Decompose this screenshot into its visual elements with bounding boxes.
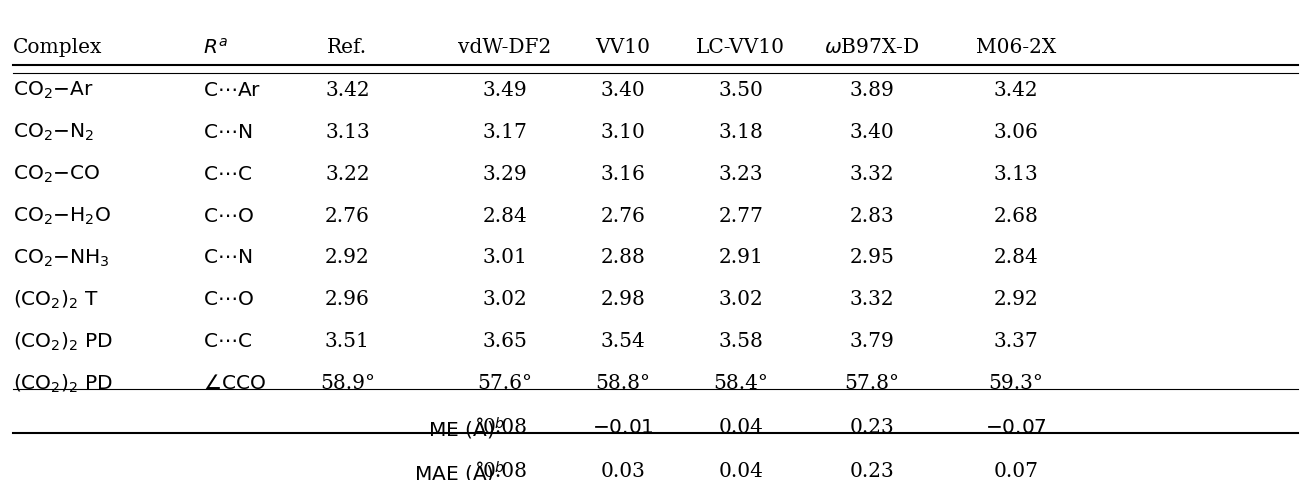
Text: LC-VV10: LC-VV10 — [696, 38, 785, 57]
Text: 58.8°: 58.8° — [595, 374, 650, 393]
Text: 2.98: 2.98 — [600, 290, 645, 310]
Text: vdW-DF2: vdW-DF2 — [458, 38, 552, 57]
Text: 3.79: 3.79 — [850, 332, 894, 351]
Text: 3.22: 3.22 — [325, 165, 370, 183]
Text: 2.92: 2.92 — [325, 249, 370, 267]
Text: 3.40: 3.40 — [600, 81, 645, 100]
Text: $\mathrm{CO_2{-}NH_3}$: $\mathrm{CO_2{-}NH_3}$ — [13, 247, 110, 269]
Text: 2.83: 2.83 — [850, 206, 894, 226]
Text: 2.76: 2.76 — [325, 206, 370, 226]
Text: 3.18: 3.18 — [718, 123, 763, 142]
Text: 3.40: 3.40 — [850, 123, 894, 142]
Text: 2.68: 2.68 — [994, 206, 1038, 226]
Text: $\mathrm{MAE\ (\AA)^{\mathit{b}}}$: $\mathrm{MAE\ (\AA)^{\mathit{b}}}$ — [414, 458, 505, 480]
Text: 59.3°: 59.3° — [988, 374, 1044, 393]
Text: 3.89: 3.89 — [850, 81, 894, 100]
Text: 0.23: 0.23 — [850, 418, 894, 437]
Text: $\mathrm{CO_2{-}N_2}$: $\mathrm{CO_2{-}N_2}$ — [13, 121, 94, 143]
Text: 3.32: 3.32 — [850, 290, 894, 310]
Text: $\mathrm{(CO_2)_2\ T}$: $\mathrm{(CO_2)_2\ T}$ — [13, 289, 100, 311]
Text: 3.65: 3.65 — [482, 332, 527, 351]
Text: $\mathrm{C{\cdots}O}$: $\mathrm{C{\cdots}O}$ — [203, 206, 254, 226]
Text: 3.10: 3.10 — [600, 123, 645, 142]
Text: 58.9°: 58.9° — [320, 374, 375, 393]
Text: $\mathrm{(CO_2)_2\ PD}$: $\mathrm{(CO_2)_2\ PD}$ — [13, 331, 113, 353]
Text: 2.95: 2.95 — [850, 249, 894, 267]
Text: $\mathrm{C{\cdots}O}$: $\mathrm{C{\cdots}O}$ — [203, 290, 254, 310]
Text: 3.01: 3.01 — [482, 249, 527, 267]
Text: 57.8°: 57.8° — [844, 374, 899, 393]
Text: $\mathrm{C{\cdots}C}$: $\mathrm{C{\cdots}C}$ — [203, 165, 252, 183]
Text: VV10: VV10 — [595, 38, 650, 57]
Text: $\mathrm{CO_2{-}CO}$: $\mathrm{CO_2{-}CO}$ — [13, 163, 101, 185]
Text: 2.84: 2.84 — [994, 249, 1038, 267]
Text: 2.76: 2.76 — [600, 206, 645, 226]
Text: 3.32: 3.32 — [850, 165, 894, 183]
Text: M06-2X: M06-2X — [975, 38, 1057, 57]
Text: 3.13: 3.13 — [994, 165, 1038, 183]
Text: 3.54: 3.54 — [600, 332, 645, 351]
Text: 3.16: 3.16 — [600, 165, 645, 183]
Text: $\mathrm{(CO_2)_2\ PD}$: $\mathrm{(CO_2)_2\ PD}$ — [13, 372, 113, 395]
Text: 0.08: 0.08 — [482, 418, 527, 437]
Text: 58.4°: 58.4° — [713, 374, 768, 393]
Text: 3.50: 3.50 — [718, 81, 763, 100]
Text: 57.6°: 57.6° — [477, 374, 532, 393]
Text: 3.02: 3.02 — [718, 290, 763, 310]
Text: Ref.: Ref. — [328, 38, 367, 57]
Text: 3.49: 3.49 — [482, 81, 527, 100]
Text: 3.06: 3.06 — [994, 123, 1038, 142]
Text: $\mathrm{ME\ (\AA)^{\mathit{b}}}$: $\mathrm{ME\ (\AA)^{\mathit{b}}}$ — [429, 415, 505, 440]
Text: 3.37: 3.37 — [994, 332, 1038, 351]
Text: 0.04: 0.04 — [718, 418, 763, 437]
Text: $\mathrm{C{\cdots}N}$: $\mathrm{C{\cdots}N}$ — [203, 249, 253, 267]
Text: $-0.07$: $-0.07$ — [985, 418, 1047, 437]
Text: 0.08: 0.08 — [482, 462, 527, 480]
Text: $R^a$: $R^a$ — [203, 37, 228, 57]
Text: $\mathrm{\angle CCO}$: $\mathrm{\angle CCO}$ — [203, 374, 266, 393]
Text: $\mathrm{C{\cdots}N}$: $\mathrm{C{\cdots}N}$ — [203, 123, 253, 142]
Text: $\mathrm{CO_2{-}H_2O}$: $\mathrm{CO_2{-}H_2O}$ — [13, 205, 111, 227]
Text: 3.23: 3.23 — [718, 165, 763, 183]
Text: 2.92: 2.92 — [994, 290, 1038, 310]
Text: 3.17: 3.17 — [482, 123, 527, 142]
Text: 3.51: 3.51 — [325, 332, 370, 351]
Text: 3.02: 3.02 — [482, 290, 527, 310]
Text: $-0.01$: $-0.01$ — [591, 418, 654, 437]
Text: 2.88: 2.88 — [600, 249, 645, 267]
Text: 2.84: 2.84 — [482, 206, 527, 226]
Text: 2.96: 2.96 — [325, 290, 370, 310]
Text: $\omega$B97X-D: $\omega$B97X-D — [825, 38, 919, 57]
Text: 2.77: 2.77 — [718, 206, 763, 226]
Text: 2.91: 2.91 — [718, 249, 763, 267]
Text: 3.42: 3.42 — [325, 81, 370, 100]
Text: $\mathrm{C{\cdots}Ar}$: $\mathrm{C{\cdots}Ar}$ — [203, 81, 261, 100]
Text: 3.42: 3.42 — [994, 81, 1038, 100]
Text: $\mathrm{C{\cdots}C}$: $\mathrm{C{\cdots}C}$ — [203, 332, 252, 351]
Text: 3.58: 3.58 — [718, 332, 763, 351]
Text: 0.03: 0.03 — [600, 462, 645, 480]
Text: $\mathrm{CO_2{-}Ar}$: $\mathrm{CO_2{-}Ar}$ — [13, 80, 93, 101]
Text: 3.13: 3.13 — [325, 123, 370, 142]
Text: 3.29: 3.29 — [482, 165, 527, 183]
Text: 0.04: 0.04 — [718, 462, 763, 480]
Text: 0.07: 0.07 — [994, 462, 1038, 480]
Text: 0.23: 0.23 — [850, 462, 894, 480]
Text: Complex: Complex — [13, 38, 102, 57]
